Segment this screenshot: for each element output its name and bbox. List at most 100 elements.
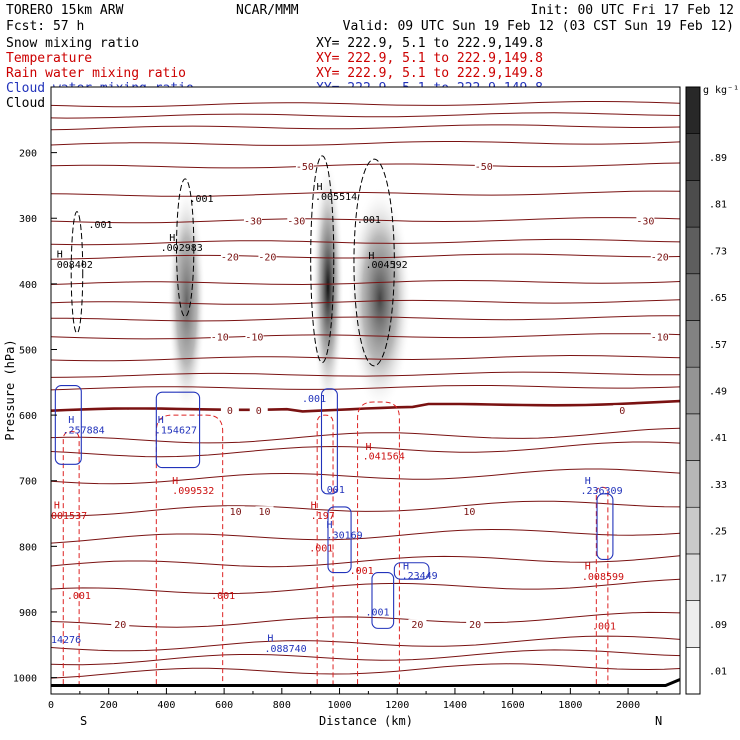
isotherm-label: -10 — [651, 333, 669, 344]
cloud-ice-contours — [70, 155, 395, 367]
colorbar-box — [685, 226, 701, 275]
isotherm-line — [50, 578, 681, 595]
isotherm-label-bg — [650, 251, 669, 263]
rain-water-label: .197 — [311, 511, 335, 522]
colorbar-label: .25 — [709, 527, 727, 538]
colorbar-label: .65 — [709, 293, 727, 304]
colorbar-label: .01 — [709, 667, 727, 678]
cloud-water-contour — [155, 391, 201, 469]
isotherm-label: 10 — [463, 507, 475, 518]
isotherm-label-bg — [243, 215, 262, 227]
cloud-water-contour — [596, 493, 614, 561]
x-axis-ticks: 0 200 400 600 800 1000 1200 1400 1600 1800 2000 — [48, 688, 658, 711]
cloud-water-contour — [320, 388, 338, 495]
rain-water-contour — [316, 414, 334, 685]
cloud-water-label: H — [403, 561, 409, 572]
rain-water-label: .099532 — [172, 486, 214, 497]
colorbar-label: .17 — [709, 573, 727, 584]
y-tick-label: 500 — [19, 345, 37, 356]
rain-water-label: H — [172, 476, 178, 487]
y-axis-ticks: 200 300 400 500 600 700 800 900 1000 — [13, 149, 57, 685]
colorbar-label: .41 — [709, 433, 727, 444]
isotherm-label-bg — [220, 405, 239, 417]
colorbar-box — [685, 366, 701, 415]
isotherm-line — [50, 649, 681, 666]
cloud-water-label: H — [585, 476, 591, 487]
rain-water-contours — [62, 401, 609, 685]
cloud-water-label: H — [327, 520, 333, 531]
isotherm-label: 20 — [114, 620, 126, 631]
south-label: S — [80, 714, 87, 728]
cloud-water-contour — [54, 385, 82, 465]
isotherm-label-bg — [295, 161, 314, 173]
cloud-water-label: H — [267, 634, 273, 645]
plot-area: -50 -50 -30 -30 -30 -20 -20 -20 -10 -10 -10 0 0 0 10 10… — [13, 86, 681, 711]
isotherm-label-bg — [466, 619, 485, 631]
isotherm-label-bg — [474, 161, 493, 173]
isotherm-label-bg — [258, 251, 277, 263]
isotherm-line — [50, 371, 681, 378]
isotherm-label: -20 — [651, 253, 669, 264]
colorbar-box — [685, 413, 701, 461]
colorbar-box — [685, 86, 701, 134]
rain-water-label: .001 — [309, 544, 333, 555]
forecast-hour: Fcst: 57 h — [6, 19, 84, 34]
cloud-water-contour — [327, 506, 352, 574]
cloud-ice-label: .001 — [89, 220, 113, 231]
cloud-ice-label: .005514 — [315, 192, 357, 203]
isotherm-line — [50, 500, 681, 517]
colorbar-label: .09 — [709, 620, 727, 631]
y-tick-label: 600 — [19, 411, 37, 422]
field-name: Snow mixing ratio — [6, 36, 139, 51]
field-xy: XY= 222.9, 5.1 to 222.9,149.8 — [316, 66, 543, 81]
isotherm-label: 0 — [619, 406, 625, 417]
isotherm-label: -10 — [245, 333, 263, 344]
isotherm-line — [50, 141, 681, 146]
cloud-ice-label: .002983 — [161, 243, 203, 254]
isotherm-line — [50, 385, 681, 391]
rain-water-label: .001 — [211, 591, 235, 602]
cloud-water-contour — [393, 562, 430, 580]
cloud-ice-label: 008402 — [57, 260, 93, 271]
isotherm-label: -20 — [258, 253, 276, 264]
cloud-water-label: H — [68, 415, 74, 426]
plot-frame — [50, 86, 681, 695]
field-name: Temperature — [6, 51, 92, 66]
rain-water-contour — [62, 431, 80, 685]
x-tick-label: 1600 — [501, 700, 525, 711]
isotherm-line — [50, 124, 681, 131]
isotherm-label-bg — [111, 619, 130, 631]
cloud-ice-contour — [70, 211, 84, 334]
isotherm-line — [50, 663, 681, 679]
cloud-water-label: 14276 — [51, 635, 81, 646]
isotherm-line — [50, 101, 681, 108]
isotherm-label: 10 — [230, 507, 242, 518]
x-tick-label: 1400 — [443, 700, 467, 711]
isotherm-label-bg — [613, 405, 632, 417]
colorbar-box — [685, 506, 701, 555]
snow-column — [312, 159, 344, 416]
cloud-ice-label: .001 — [189, 194, 213, 205]
x-tick-label: 200 — [100, 700, 118, 711]
isotherm-label: 0 — [227, 406, 233, 417]
x-tick-label: 0 — [48, 700, 54, 711]
cloud-water-label: .30169 — [327, 530, 363, 541]
rain-water-label: H — [311, 500, 317, 511]
colorbar-box — [685, 320, 701, 368]
y-tick-label: 300 — [19, 214, 37, 225]
colorbar-label: .81 — [709, 200, 727, 211]
isotherm-label-bg — [220, 251, 239, 263]
rain-water-label: .001 — [350, 566, 374, 577]
rain-water-label: .001 — [67, 591, 91, 602]
snow-column — [348, 185, 412, 412]
colorbar-box — [685, 600, 701, 648]
cloud-ice-label: H — [57, 250, 63, 261]
rain-water-label: H — [366, 442, 372, 453]
cloud-ice-label: H — [169, 233, 175, 244]
cloud-water-label: H — [158, 415, 164, 426]
x-tick-label: 1800 — [558, 700, 582, 711]
isotherm-label: -50 — [296, 162, 314, 173]
isotherm-label: -30 — [287, 217, 305, 228]
colorbar-box — [685, 133, 701, 181]
isotherm-label: -10 — [211, 333, 229, 344]
